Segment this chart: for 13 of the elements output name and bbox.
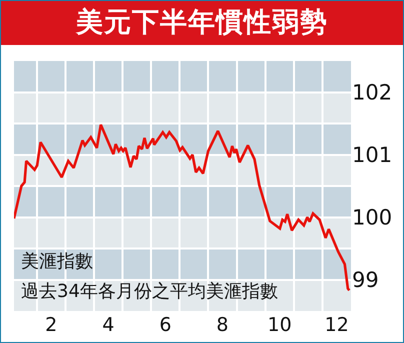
y-tick-label: 102 [352, 80, 392, 105]
x-tick-label: 12 [324, 314, 349, 336]
y-tick-label: 99 [352, 268, 379, 292]
annotation: 過去34年各月份之平均美滙指數 [21, 281, 278, 302]
x-tick-label: 2 [45, 314, 58, 336]
x-tick-label: 4 [102, 314, 114, 336]
y-tick-label: 100 [352, 206, 392, 230]
x-tick-label: 6 [159, 314, 172, 336]
x-tick-label: 10 [268, 314, 292, 336]
annotation: 美滙指數 [21, 251, 93, 272]
x-tick-label: 8 [216, 314, 229, 336]
chart-title: 美元下半年慣性弱勢 [1, 1, 403, 45]
y-tick-label: 101 [352, 143, 392, 168]
